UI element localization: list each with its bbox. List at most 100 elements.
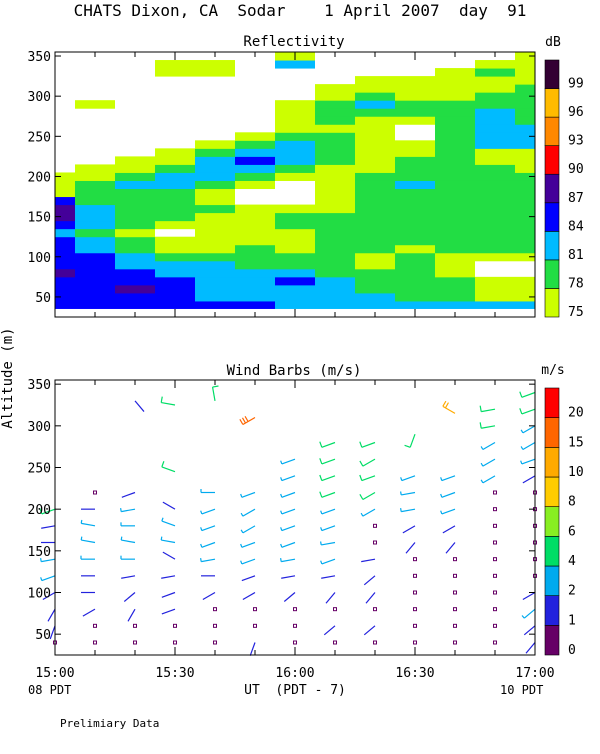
reflectivity-cell bbox=[395, 284, 435, 294]
reflectivity-cell bbox=[315, 108, 355, 117]
reflectivity-cell bbox=[475, 188, 515, 198]
reflectivity-cell bbox=[435, 172, 475, 181]
wind-barb bbox=[480, 441, 496, 451]
x-tick-label: 15:30 bbox=[155, 666, 194, 681]
y-tick-label: 200 bbox=[28, 170, 51, 185]
reflectivity-cell bbox=[155, 276, 195, 286]
wind-barb bbox=[280, 458, 296, 465]
wind-barb bbox=[520, 425, 536, 434]
wind-barb bbox=[321, 575, 336, 579]
wind-barb bbox=[522, 591, 536, 601]
reflectivity-cell bbox=[355, 164, 395, 173]
wind-barb bbox=[241, 575, 256, 582]
calm-marker bbox=[253, 623, 257, 628]
reflectivity-cell bbox=[235, 140, 275, 149]
reflectivity-cell bbox=[155, 68, 195, 77]
reflectivity-cell bbox=[235, 276, 275, 286]
wind-barb bbox=[80, 536, 96, 544]
reflectivity-cell bbox=[395, 268, 435, 278]
reflectivity-cell bbox=[75, 220, 115, 230]
reflectivity-cell bbox=[355, 300, 395, 310]
wind-barb bbox=[200, 541, 216, 548]
reflectivity-cell bbox=[315, 260, 355, 270]
wind-barb bbox=[161, 575, 176, 579]
calm-marker bbox=[453, 640, 457, 645]
reflectivity-cell bbox=[235, 284, 275, 294]
reflectivity-cell bbox=[275, 220, 315, 230]
reflectivity-cell bbox=[435, 132, 475, 141]
reflectivity-cell bbox=[315, 212, 355, 222]
reflectivity-cell bbox=[355, 292, 395, 302]
reflectivity-cell bbox=[275, 60, 315, 69]
reflectivity-cell bbox=[315, 300, 355, 310]
reflectivity-cell bbox=[315, 180, 355, 190]
reflectivity-cell bbox=[235, 268, 275, 278]
reflectivity-cell bbox=[355, 284, 395, 294]
reflectivity-cell bbox=[195, 236, 235, 246]
wind-barb bbox=[440, 475, 456, 482]
y-tick-label: 50 bbox=[35, 291, 51, 306]
reflectivity-cell bbox=[395, 228, 435, 238]
reflectivity-cell bbox=[515, 60, 535, 69]
reflectivity-cell bbox=[475, 132, 515, 141]
reflectivity-cell bbox=[155, 204, 195, 214]
reflectivity-cell bbox=[115, 180, 155, 190]
wind-barb bbox=[400, 491, 416, 496]
wind-barb bbox=[402, 525, 416, 534]
wind-barb bbox=[240, 508, 256, 517]
reflectivity-cell bbox=[155, 260, 195, 270]
reflectivity-cell bbox=[395, 100, 435, 109]
reflectivity-cell bbox=[475, 276, 515, 286]
reflectivity-cell bbox=[355, 196, 395, 206]
colorbar-swatch bbox=[544, 565, 560, 596]
wind-barbs-title: Wind Barbs (m/s) bbox=[227, 363, 362, 379]
reflectivity-cell bbox=[435, 100, 475, 109]
reflectivity-cell bbox=[435, 300, 475, 310]
reflectivity-cell bbox=[515, 212, 535, 222]
reflectivity-cell bbox=[195, 68, 235, 77]
wind-barb bbox=[359, 491, 376, 501]
reflectivity-cell bbox=[195, 292, 235, 302]
reflectivity-cell bbox=[475, 108, 515, 117]
colorbar-swatch bbox=[544, 387, 560, 418]
y-tick-label: 100 bbox=[28, 251, 51, 266]
wind-barb bbox=[525, 642, 536, 654]
reflectivity-cell bbox=[315, 276, 355, 286]
reflectivity-cell bbox=[355, 260, 395, 270]
reflectivity-cell bbox=[235, 244, 275, 254]
wind-barb bbox=[323, 625, 336, 636]
reflectivity-cell bbox=[355, 228, 395, 238]
reflectivity-cell bbox=[195, 228, 235, 238]
reflectivity-cell bbox=[235, 180, 275, 190]
reflectivity-cell bbox=[515, 164, 535, 173]
x-tick-label: 17:00 bbox=[515, 666, 554, 681]
reflectivity-cell bbox=[55, 188, 75, 198]
reflectivity-cell bbox=[155, 292, 195, 302]
reflectivity-cell bbox=[515, 196, 535, 206]
reflectivity-axes: 50 100 150 200 250 300 350 bbox=[28, 50, 536, 317]
wind-barb bbox=[40, 575, 56, 582]
reflectivity-cell bbox=[195, 220, 235, 230]
calm-marker bbox=[493, 607, 497, 612]
reflectivity-cell bbox=[395, 260, 435, 270]
reflectivity-cell bbox=[515, 284, 535, 294]
calm-marker bbox=[493, 573, 497, 578]
reflectivity-cell bbox=[315, 100, 355, 109]
reflectivity-cell bbox=[435, 108, 475, 117]
reflectivity-cell bbox=[515, 180, 535, 190]
colorbar-label: 2 bbox=[568, 584, 576, 599]
reflectivity-cell bbox=[55, 228, 75, 238]
reflectivity-cell bbox=[75, 204, 115, 214]
wind-barb bbox=[359, 441, 376, 448]
reflectivity-cell bbox=[75, 212, 115, 222]
wind-barb bbox=[405, 542, 416, 554]
wind-barb bbox=[319, 441, 336, 448]
calm-marker bbox=[493, 507, 497, 512]
reflectivity-cell bbox=[275, 276, 315, 286]
reflectivity-cell bbox=[75, 196, 115, 206]
reflectivity-cell bbox=[515, 68, 535, 77]
reflectivity-cell bbox=[395, 108, 435, 117]
x-axis-right-note: 10 PDT bbox=[500, 683, 543, 697]
calm-marker bbox=[413, 557, 417, 562]
reflectivity-cell bbox=[55, 244, 75, 254]
